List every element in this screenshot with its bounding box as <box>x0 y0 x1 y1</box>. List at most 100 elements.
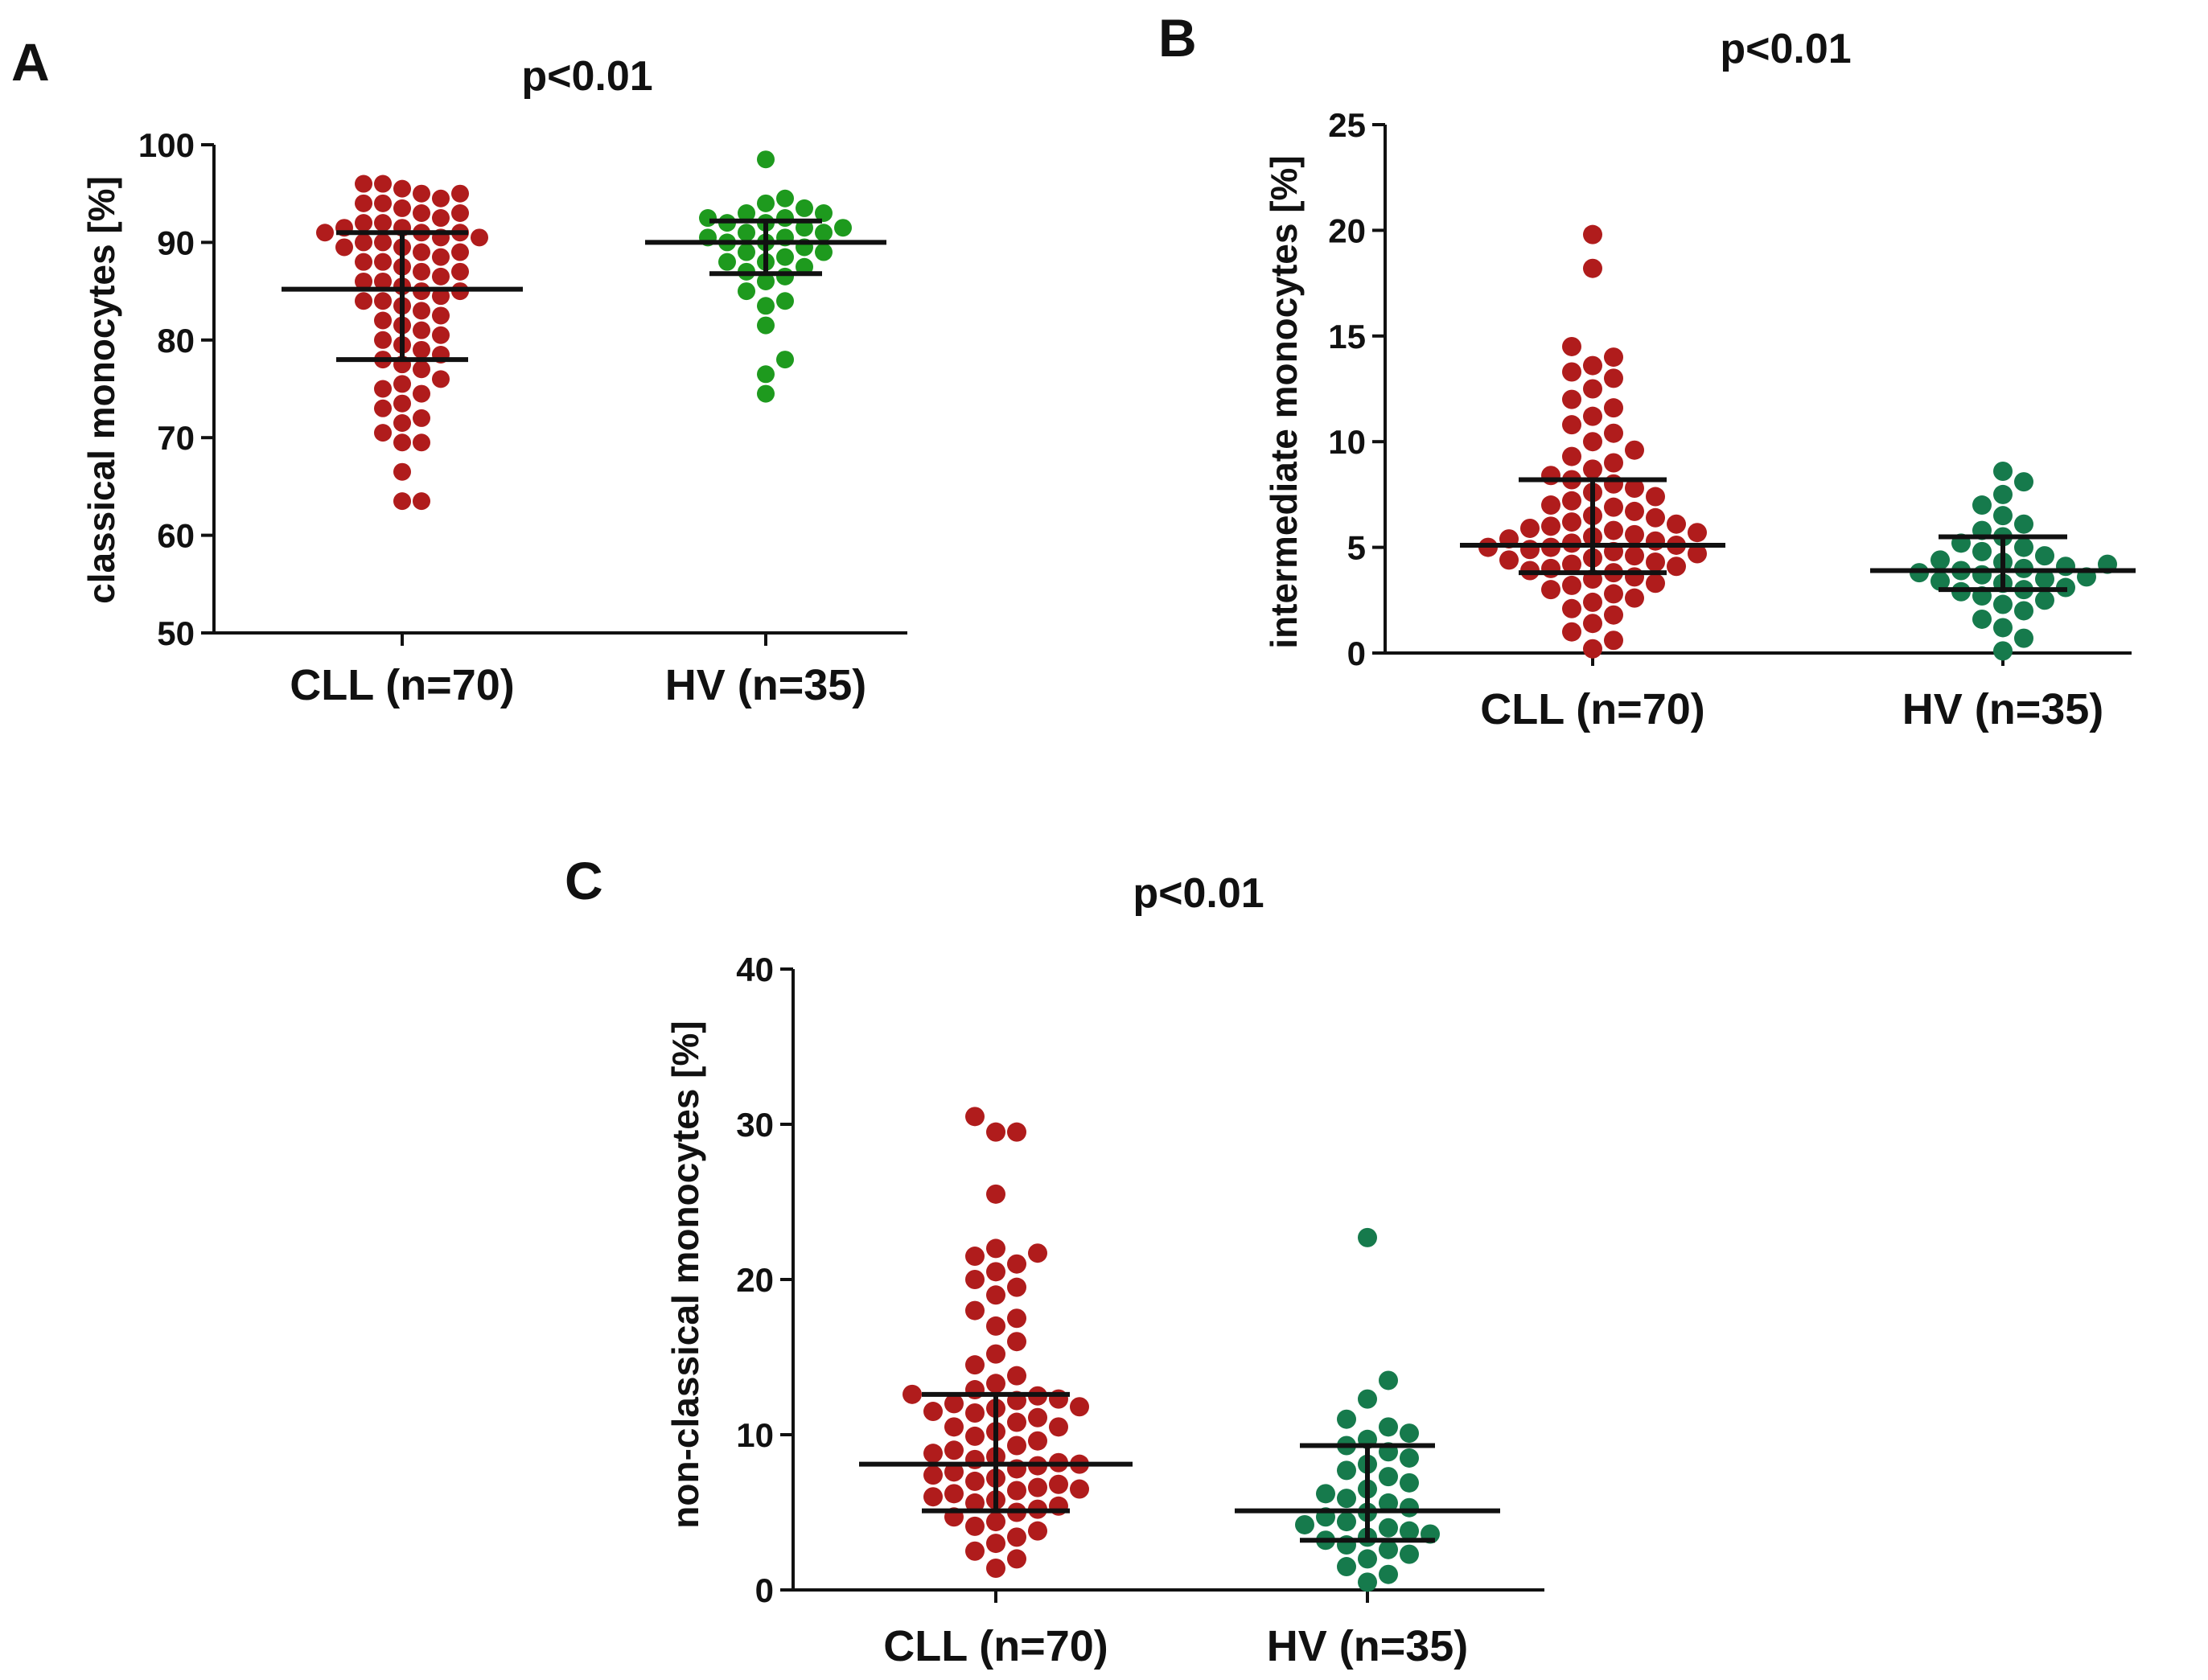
panel-b-data-point <box>1583 459 1602 479</box>
panel-a-data-point <box>413 262 430 281</box>
panel-b-data-point <box>1604 520 1623 540</box>
panel-b-data-point <box>2014 472 2033 492</box>
panel-b-data-point <box>1625 588 1644 608</box>
panel-c-data-point <box>986 1512 1005 1532</box>
panel-c-data-point <box>1358 1227 1377 1247</box>
panel-a-data-point <box>393 492 411 511</box>
panel-c-data-point <box>1049 1474 1068 1494</box>
panel-c-data-point <box>965 1300 985 1321</box>
panel-b-data-point <box>1562 512 1581 532</box>
panel-c-data-point <box>965 1471 985 1491</box>
panel-c-data-point <box>1400 1544 1419 1564</box>
panel-c-y-tick-label: 20 <box>736 1261 774 1299</box>
panel-b-data-point <box>1562 336 1581 356</box>
panel-b-data-point <box>1972 495 1992 516</box>
panel-c-data-point <box>1007 1436 1026 1456</box>
panel-b-data-point <box>1625 567 1644 587</box>
panel-b-data-point <box>1562 622 1581 642</box>
panel-c-data-point <box>1379 1539 1398 1559</box>
panel-b-data-point <box>1583 592 1602 612</box>
panel-b-y-tick-label: 20 <box>1328 212 1366 249</box>
panel-c-data-point <box>944 1484 964 1504</box>
panel-b-title: p<0.01 <box>1720 26 1851 72</box>
panel-c-data-point <box>1007 1277 1026 1297</box>
panel-c-data-point <box>1379 1493 1398 1513</box>
panel-c-category-label: HV (n=35) <box>1267 1622 1469 1670</box>
panel-a-data-point <box>815 203 833 222</box>
panel-c-data-point <box>1337 1409 1356 1429</box>
panel-b-data-point <box>1993 641 2013 661</box>
panel-a-data-point <box>815 224 833 242</box>
panel-a-data-point <box>757 297 775 315</box>
panel-b-category-label: CLL (n=70) <box>1480 685 1705 733</box>
panel-b-data-point <box>1930 571 1950 591</box>
panel-c-data-point <box>965 1270 985 1289</box>
panel-c-data-point <box>986 1344 1005 1364</box>
panel-c-data-point <box>1070 1397 1089 1417</box>
panel-a-data-point <box>374 272 392 290</box>
panel-a-data-point <box>738 224 755 242</box>
panel-c-data-point <box>1007 1332 1026 1352</box>
panel-a-data-point <box>393 375 411 393</box>
panel-b-data-point <box>1541 516 1560 536</box>
panel-a-data-point <box>834 219 852 237</box>
panel-b-data-point <box>1562 554 1581 574</box>
panel-a-y-tick-label: 90 <box>157 224 195 261</box>
panel-b-data-point <box>1993 618 2013 638</box>
panel-c-data-point <box>986 1262 1005 1282</box>
panel-c-y-axis-label: non-classical monocytes [%] <box>664 1021 706 1528</box>
panel-c-data-point <box>1049 1417 1068 1437</box>
panel-a-data-point <box>413 360 430 379</box>
panel-a-data-point <box>776 248 794 266</box>
panel-c-data-point <box>986 1534 1005 1554</box>
panel-a-data-point <box>757 194 775 212</box>
panel-a-y-tick-label: 50 <box>157 614 195 652</box>
panel-b-data-point <box>1583 355 1602 376</box>
panel-a-data-point <box>451 243 469 261</box>
panel-a-data-point <box>413 243 430 261</box>
panel-b-data-point <box>1583 224 1602 244</box>
panel-b-data-point <box>1583 379 1602 399</box>
panel-a-data-point <box>355 194 372 212</box>
panel-b-data-point <box>1604 605 1623 625</box>
panel-c-data-point <box>1028 1431 1047 1451</box>
panel-b-data-point <box>1667 514 1686 534</box>
panel-b-data-point <box>1993 594 2013 614</box>
panel-a-data-point <box>432 248 450 266</box>
panel-c-data-point <box>1379 1518 1398 1538</box>
panel-b-data-point <box>1688 523 1707 543</box>
panel-b-data-point <box>1541 466 1560 486</box>
panel-c-data-point <box>965 1493 985 1513</box>
panel-c-data-point <box>1007 1549 1026 1569</box>
panel-c-data-point <box>923 1465 943 1485</box>
panel-b-letter: B <box>1158 8 1197 68</box>
panel-b-data-point <box>1541 580 1560 600</box>
panel-c-data-point <box>986 1558 1005 1578</box>
panel-b-data-point <box>1604 423 1623 443</box>
panel-b-data-point <box>1972 541 1992 561</box>
panel-a-data-point <box>316 224 334 242</box>
panel-a-data-point <box>413 384 430 403</box>
panel-b-data-point <box>1520 540 1540 560</box>
panel-b-data-point <box>2056 557 2075 577</box>
panel-b-data-point <box>1625 501 1644 521</box>
panel-c-data-point <box>1070 1479 1089 1499</box>
panel-a-data-point <box>355 175 372 193</box>
panel-c-data-point <box>1007 1481 1026 1501</box>
panel-c-letter: C <box>565 851 603 910</box>
panel-b-data-point <box>1583 614 1602 634</box>
panel-b-data-point <box>1625 546 1644 566</box>
panel-c-data-point <box>1028 1243 1047 1263</box>
panel-a-data-point <box>699 209 717 228</box>
panel-b-data-point <box>1562 598 1581 618</box>
panel-a-data-point <box>393 179 411 198</box>
panel-b-data-point <box>1972 609 1992 629</box>
panel-c: C p<0.01 non-classical monocytes [%] 0 10… <box>565 851 1544 1670</box>
panel-b-data-point <box>1688 544 1707 564</box>
panel-a-data-point <box>413 409 430 427</box>
panel-c-data-point <box>923 1402 943 1422</box>
panel-a-data-point <box>374 214 392 232</box>
panel-a-data-point <box>413 340 430 359</box>
panel-a-data-point <box>796 199 813 217</box>
panel-c-data-point <box>1400 1497 1419 1518</box>
